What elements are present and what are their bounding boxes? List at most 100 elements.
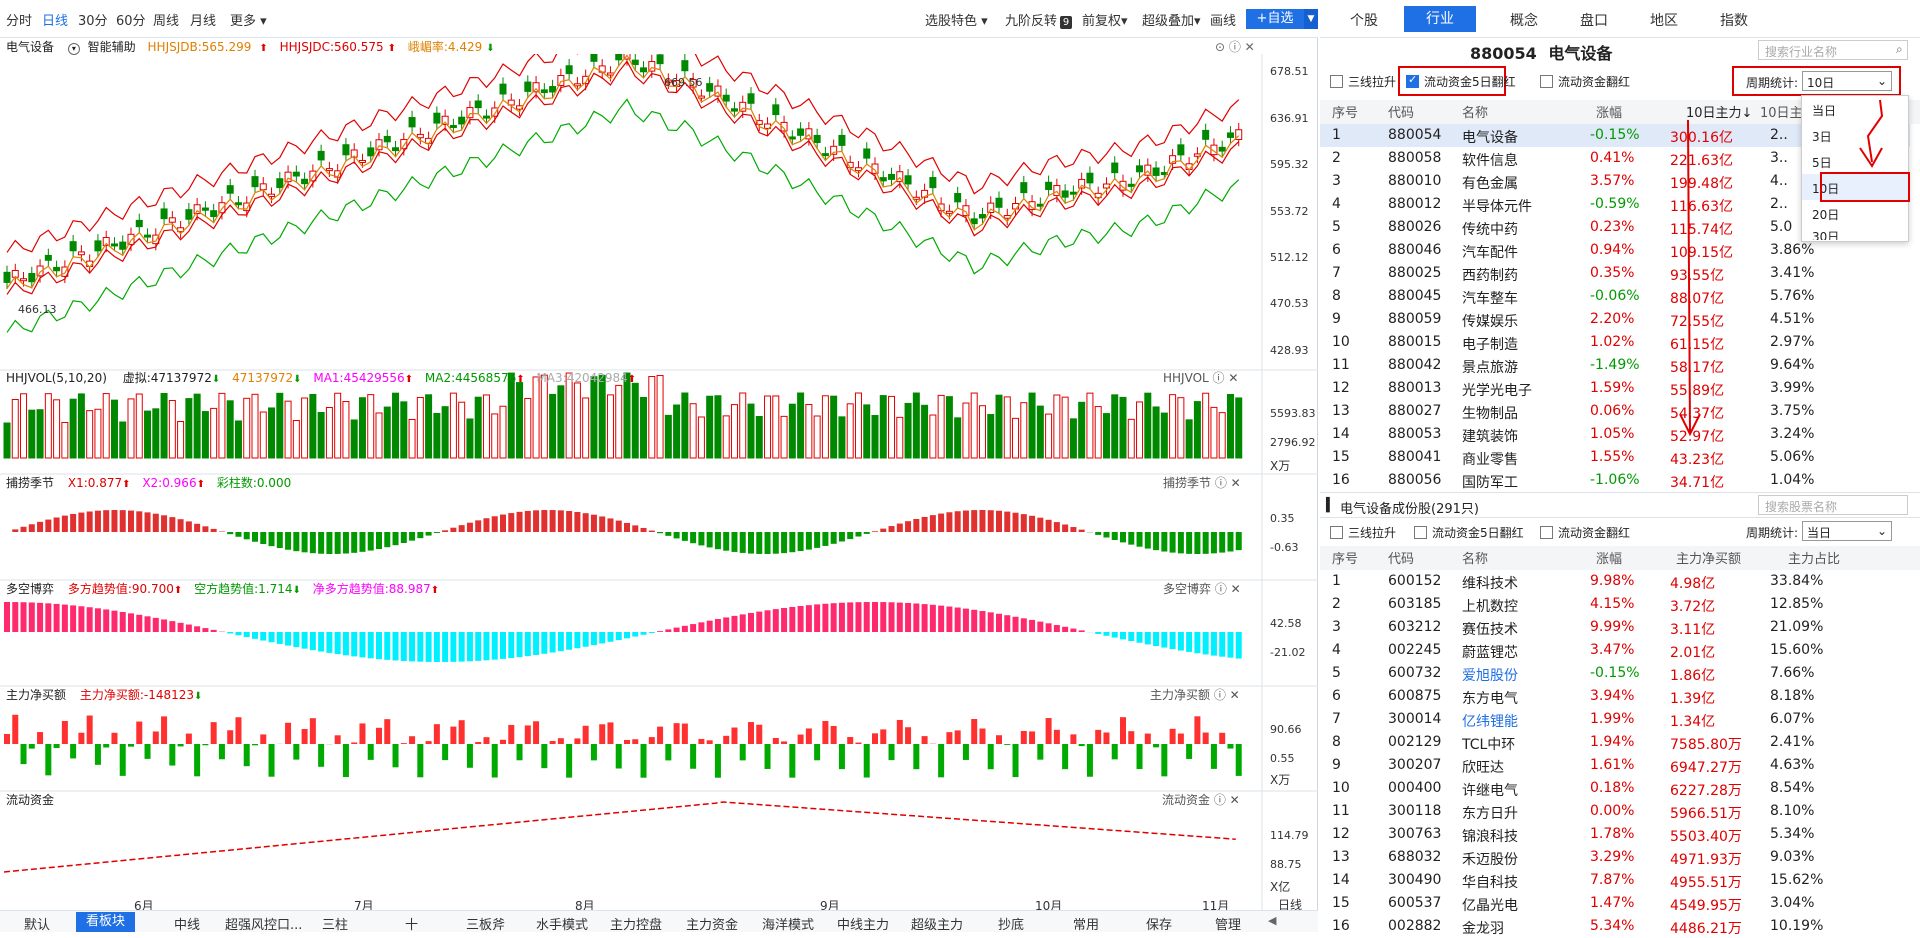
adjust-menu[interactable]: 前复权▾ — [1082, 10, 1128, 29]
game-bar — [566, 632, 572, 650]
volume-bar — [351, 420, 357, 458]
draw-line-button[interactable]: 画线 — [1210, 10, 1236, 29]
bottom-tab[interactable]: 中线 — [174, 914, 200, 933]
table-cell: 8 — [1332, 734, 1341, 750]
bottom-tab[interactable]: 水手模式 — [536, 914, 588, 933]
game-bar — [748, 613, 754, 632]
col-header[interactable]: 主力占比 — [1788, 548, 1840, 567]
assist-label[interactable]: 智能辅助 — [88, 40, 136, 54]
bottom-tab-active[interactable]: 看板块 — [76, 912, 135, 932]
bottom-tab[interactable]: 三板斧 — [466, 914, 505, 933]
table-cell: 1.34亿 — [1670, 711, 1715, 731]
bottom-tab[interactable]: 中线主力 — [837, 914, 889, 933]
season-bar — [211, 529, 217, 532]
netbuy-bar — [1236, 744, 1242, 776]
panel-icons[interactable]: ⊙ ⓘ ✕ — [1215, 38, 1255, 55]
sector-panel: 个股 行业 概念 盘口 地区 指数 880054 电气设备 搜索行业名称 ⌕ 三… — [1320, 0, 1920, 932]
netbuy-bar — [95, 744, 101, 765]
col-header[interactable]: 代码 — [1388, 548, 1414, 567]
overlay-menu[interactable]: 超级叠加▾ — [1142, 10, 1201, 29]
add-watchlist-button[interactable]: +自选 — [1246, 9, 1304, 29]
netbuy-bar — [302, 729, 308, 744]
table-cell: 600537 — [1388, 895, 1441, 911]
tab-daily[interactable]: 日线 — [42, 10, 68, 29]
tab-30min[interactable]: 30分 — [78, 10, 108, 29]
volume-bar — [318, 413, 324, 458]
col-header[interactable]: 涨幅 — [1596, 548, 1622, 567]
tab-monthly[interactable]: 月线 — [190, 10, 216, 29]
bottom-tab[interactable]: 抄底 — [998, 914, 1024, 933]
bottom-tab[interactable]: 三柱 — [322, 914, 348, 933]
col-header[interactable]: 主力净买额 — [1676, 548, 1741, 567]
col-header[interactable]: 名称 — [1462, 548, 1488, 567]
table-cell: 300014 — [1388, 711, 1441, 727]
filter-three-line-checkbox[interactable] — [1330, 526, 1343, 539]
season-bar — [467, 523, 473, 532]
bottom-tab[interactable]: 管理 — [1215, 914, 1241, 933]
tab-intraday[interactable]: 分时 — [6, 10, 32, 29]
netbuy-bar — [45, 744, 51, 775]
bottom-tab[interactable]: 主力控盘 — [610, 914, 662, 933]
bottom-tab[interactable]: 默认 — [24, 914, 50, 933]
game-bar — [384, 632, 390, 660]
filter-5day-checkbox[interactable] — [1414, 526, 1427, 539]
filter-red-checkbox[interactable] — [1540, 526, 1553, 539]
game-bar — [1054, 625, 1060, 632]
bottom-tab[interactable]: 常用 — [1073, 914, 1099, 933]
season-bar — [897, 524, 903, 532]
table-cell: 欣旺达 — [1462, 757, 1504, 777]
tab-60min[interactable]: 60分 — [116, 10, 146, 29]
table-cell: 1.86亿 — [1670, 665, 1715, 685]
candle — [1021, 183, 1027, 193]
bottom-tab[interactable]: 超强风控口... — [225, 914, 302, 933]
game-bar — [731, 616, 737, 632]
up-arrow-icon: ⬆ — [405, 374, 413, 385]
more-menu[interactable]: 更多 ▾ — [230, 10, 267, 29]
netbuy-value: 主力净买额:-148123 — [80, 688, 194, 702]
game-bar — [475, 632, 481, 661]
candle — [4, 272, 10, 282]
game-bar — [889, 602, 895, 632]
netbuy-bar — [864, 744, 870, 778]
candle — [814, 135, 820, 142]
season-bar — [740, 532, 746, 553]
add-watchlist-dropdown-icon[interactable]: ▼ — [1304, 9, 1318, 29]
scroll-icon[interactable]: ◀ — [1268, 914, 1276, 927]
netbuy-bar — [955, 730, 961, 744]
season-bar — [475, 520, 481, 532]
col-header[interactable]: 序号 — [1332, 548, 1358, 567]
stock-search-input[interactable]: 搜索股票名称 — [1758, 495, 1908, 515]
game-bar — [1004, 615, 1010, 632]
netbuy-bar — [227, 730, 233, 744]
game-bar — [269, 632, 275, 642]
bottom-tab[interactable]: 十 — [405, 914, 418, 933]
bottom-tab[interactable]: 主力资金 — [686, 914, 738, 933]
stock-feature-menu[interactable]: 选股特色 ▾ — [925, 10, 988, 29]
bottom-tab[interactable]: 超级主力 — [911, 914, 963, 933]
season-bar — [541, 510, 547, 532]
table-cell: 4.15% — [1590, 596, 1634, 612]
bottom-tab[interactable]: 保存 — [1146, 914, 1172, 933]
bottom-tab[interactable]: 海洋模式 — [762, 914, 814, 933]
netbuy-bar — [674, 723, 680, 744]
tab-weekly[interactable]: 周线 — [153, 10, 179, 29]
period-select[interactable]: 当日⌄ — [1802, 521, 1892, 541]
